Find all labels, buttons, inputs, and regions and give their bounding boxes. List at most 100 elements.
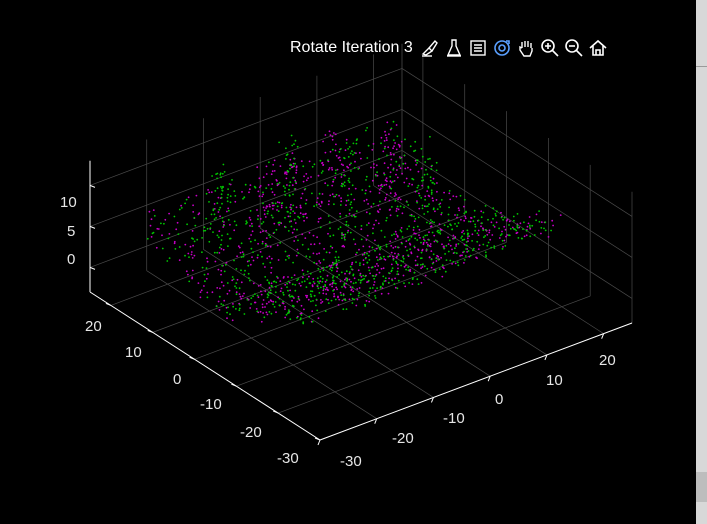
magenta-point [432, 199, 434, 202]
green-point [416, 225, 419, 228]
brush-icon[interactable] [419, 37, 441, 59]
magenta-point [431, 197, 434, 200]
magenta-point [389, 192, 392, 195]
grid-line [152, 215, 465, 333]
green-point [426, 205, 429, 208]
green-point [495, 210, 498, 213]
magenta-point [336, 263, 338, 266]
data-tips-icon[interactable] [443, 37, 465, 59]
green-point [356, 138, 358, 141]
green-point [215, 305, 218, 308]
magenta-point [372, 163, 375, 165]
green-point [465, 211, 467, 214]
green-point [445, 244, 448, 247]
magenta-point [284, 316, 287, 319]
green-point [359, 281, 362, 284]
grid-line [110, 188, 424, 306]
green-point [529, 226, 531, 229]
point-cloud-plot[interactable]: -30 -20 -10 0 10 20 -30 -20 -10 0 10 20 … [0, 0, 696, 507]
green-point [347, 179, 350, 182]
green-point [316, 309, 319, 312]
green-point [423, 265, 426, 268]
green-point [292, 193, 294, 196]
magenta-point [358, 248, 360, 251]
magenta-point [412, 229, 415, 231]
magenta-point [219, 287, 221, 290]
green-point [453, 251, 456, 254]
green-point [426, 267, 429, 270]
green-point [329, 268, 331, 270]
green-point [309, 272, 312, 275]
green-point [495, 214, 497, 217]
magenta-point [258, 195, 261, 198]
green-point [455, 252, 458, 255]
rotate-3d-icon[interactable] [491, 37, 513, 59]
magenta-point [324, 288, 327, 291]
magenta-point [279, 280, 282, 282]
green-point [416, 201, 418, 204]
magenta-point [220, 281, 223, 284]
magenta-point [268, 301, 270, 303]
green-point [465, 244, 467, 247]
resize-grip[interactable] [696, 472, 707, 502]
magenta-point [463, 219, 466, 222]
green-point [333, 262, 335, 265]
green-point [313, 294, 316, 297]
magenta-point [176, 221, 179, 224]
magenta-point [276, 244, 279, 247]
green-point [250, 297, 253, 299]
magenta-point [264, 290, 267, 293]
magenta-point [258, 225, 261, 228]
magenta-point [357, 269, 360, 272]
green-point [368, 294, 370, 297]
green-point [324, 310, 327, 312]
zoom-out-icon[interactable] [563, 37, 585, 59]
magenta-point [258, 186, 261, 189]
green-point [278, 297, 281, 300]
green-point [436, 230, 439, 233]
green-point [358, 292, 360, 295]
z-tick-mark [89, 225, 96, 229]
green-point [235, 268, 238, 270]
green-point [292, 210, 295, 213]
magenta-point [526, 225, 529, 228]
legend-icon[interactable] [467, 37, 489, 59]
green-point [425, 249, 428, 251]
magenta-point [358, 151, 361, 154]
zoom-in-icon[interactable] [539, 37, 561, 59]
green-point [250, 247, 253, 250]
green-point [525, 229, 528, 232]
green-point [371, 266, 373, 269]
green-point [499, 234, 502, 237]
magenta-point [362, 245, 365, 248]
magenta-point [255, 308, 258, 310]
magenta-point [354, 187, 357, 190]
green-point [291, 283, 294, 286]
green-point [390, 270, 393, 273]
green-point [351, 286, 354, 289]
magenta-point [256, 209, 258, 211]
green-point [229, 313, 231, 316]
green-point [318, 282, 321, 284]
green-point [273, 306, 276, 308]
green-point [216, 187, 219, 190]
green-point [276, 205, 279, 208]
magenta-point [303, 219, 305, 222]
home-icon[interactable] [587, 37, 609, 59]
green-point [244, 183, 247, 186]
green-point [292, 261, 294, 264]
green-point [472, 249, 474, 252]
magenta-point [266, 313, 269, 316]
green-point [368, 269, 371, 272]
green-point [224, 264, 227, 266]
x-tick-label: 20 [599, 352, 616, 369]
magenta-point [316, 201, 318, 204]
green-point [201, 251, 203, 254]
magenta-point [451, 248, 453, 251]
green-point [318, 292, 321, 294]
green-point [338, 274, 340, 276]
x-tick-mark [430, 397, 434, 403]
magenta-point [311, 284, 314, 287]
pan-hand-icon[interactable] [515, 37, 537, 59]
magenta-point [276, 201, 279, 204]
